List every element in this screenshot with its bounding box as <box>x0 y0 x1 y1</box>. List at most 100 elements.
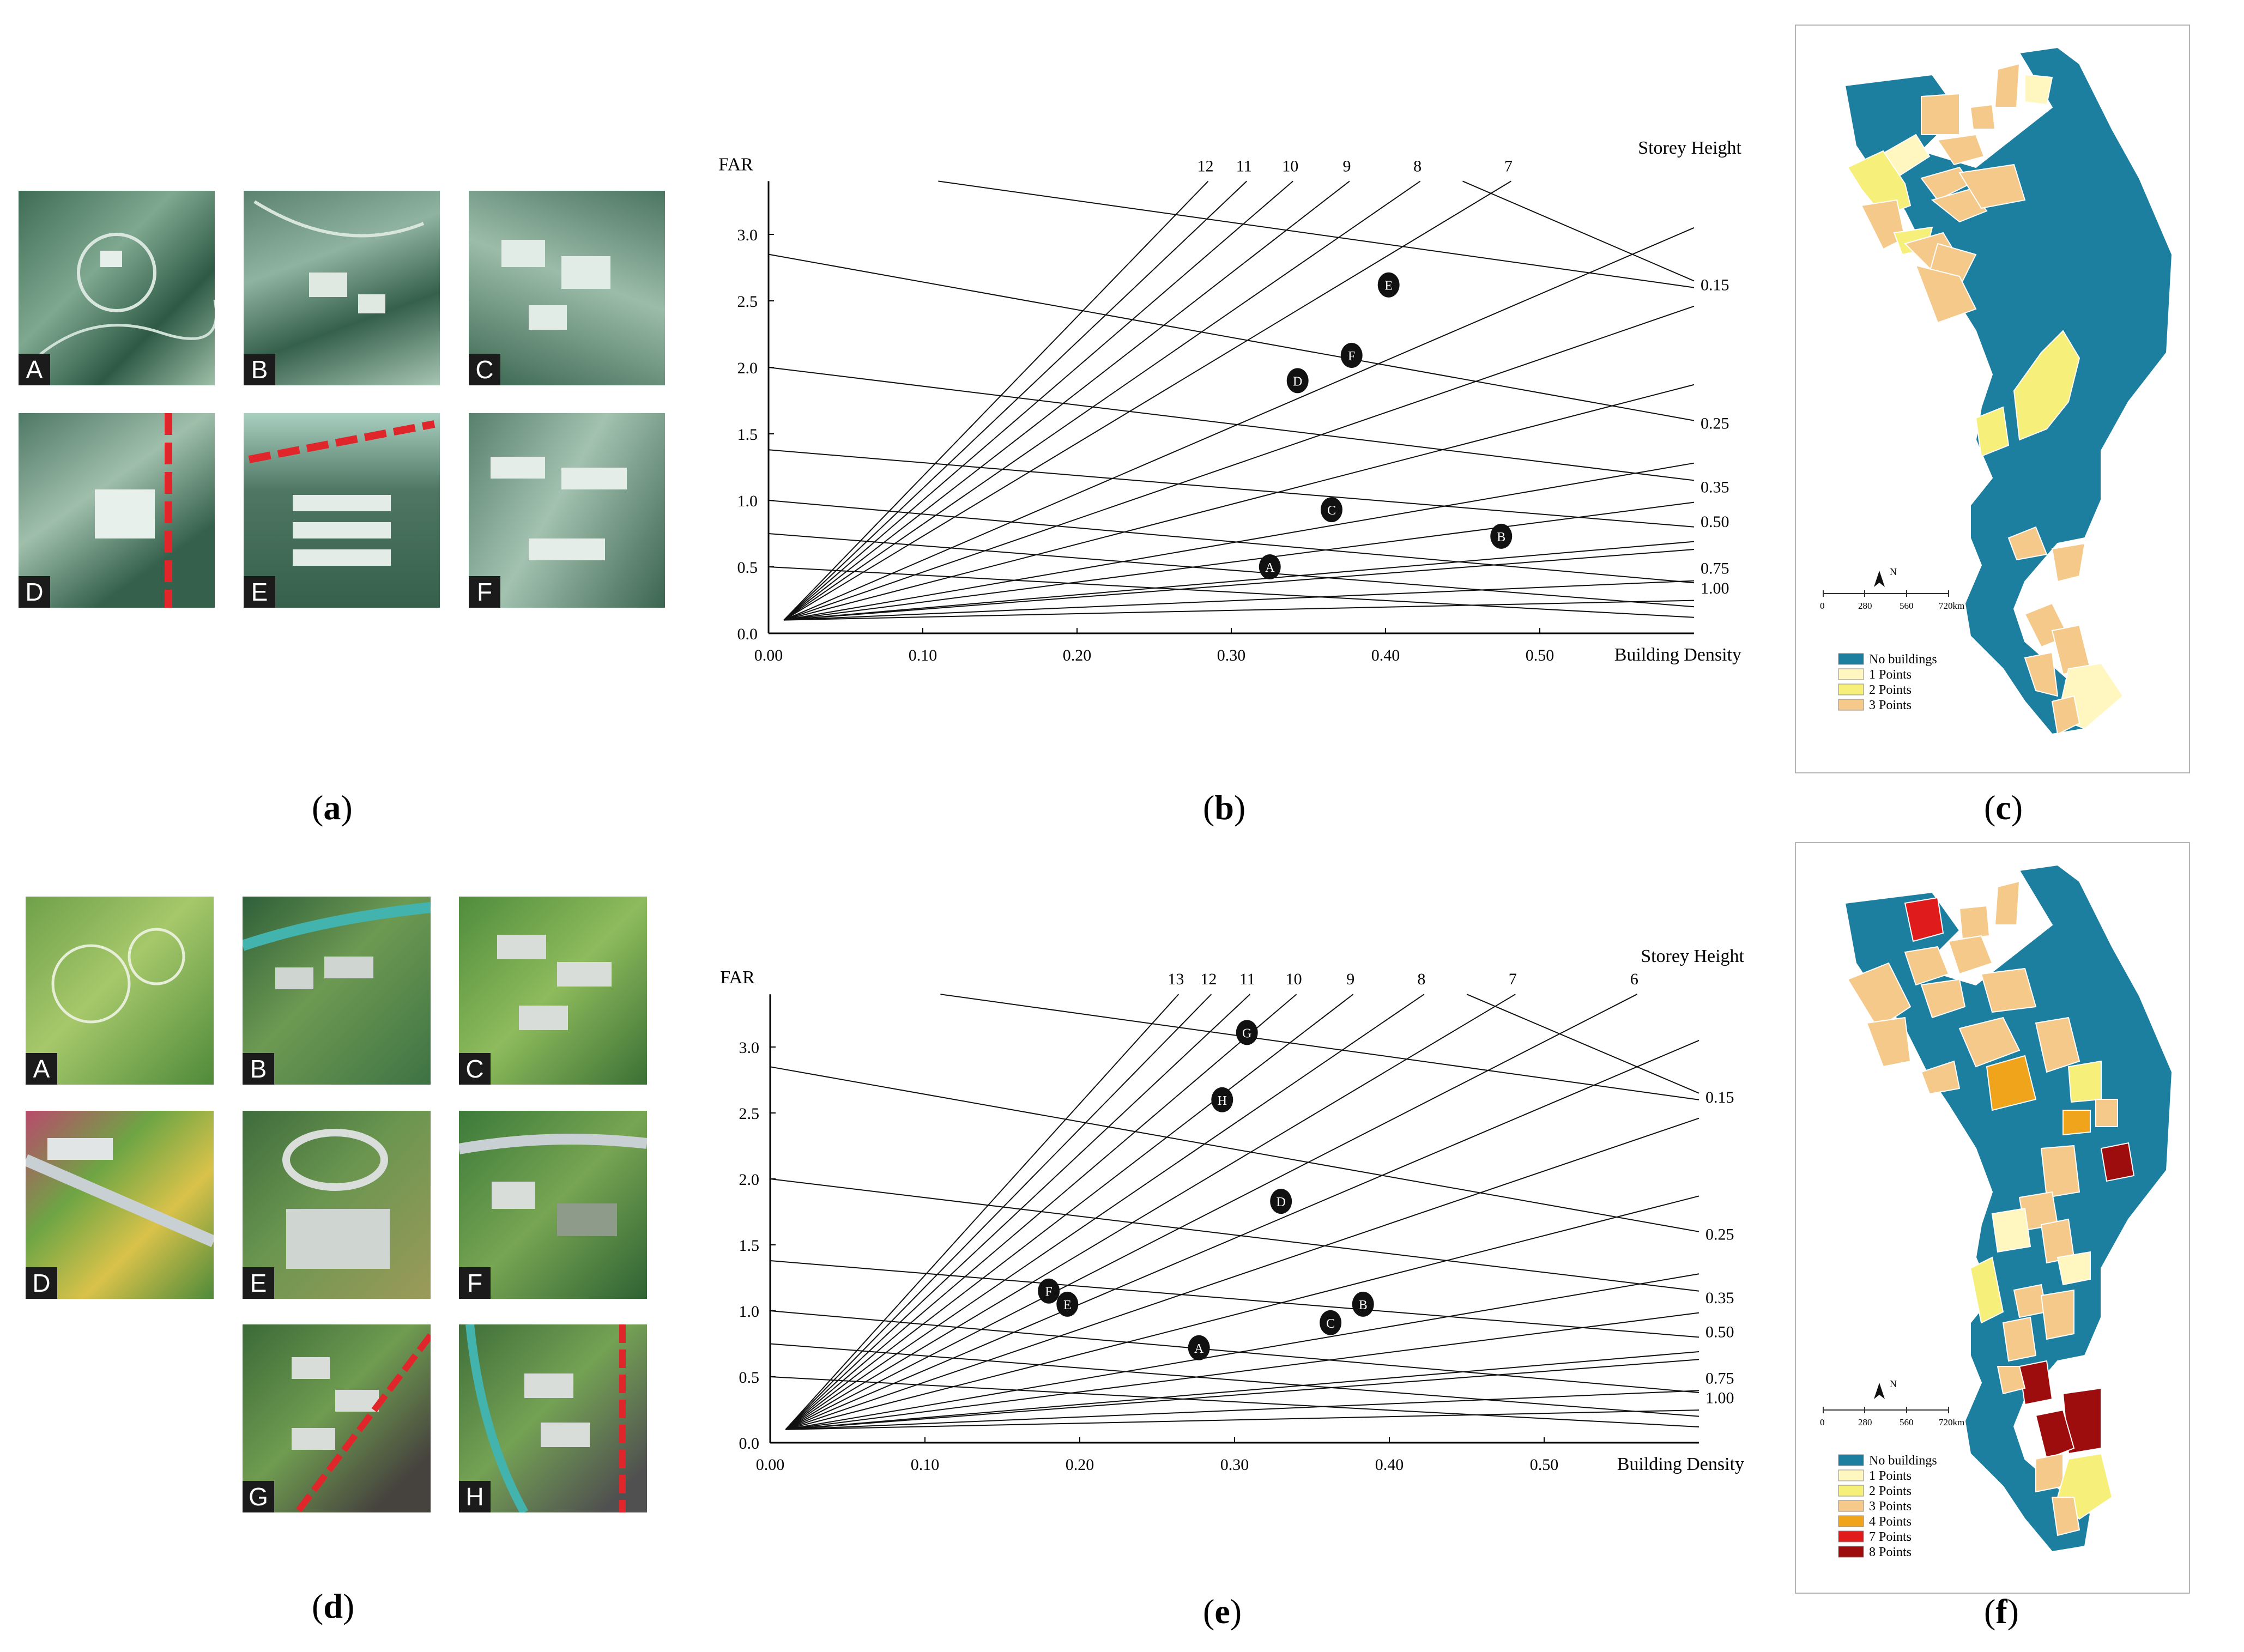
data-point-f: F <box>1038 1278 1060 1304</box>
map-parcel <box>2035 1453 2064 1493</box>
render-texture <box>292 1333 431 1512</box>
data-point-g: G <box>1236 1020 1258 1045</box>
scale-tick: 280 <box>1858 601 1872 611</box>
map-parcel <box>2051 542 2086 583</box>
point-marker <box>1377 272 1400 298</box>
open-space-ratio-label: 0.15 <box>1701 276 1729 294</box>
legend-label: 4 Points <box>1869 1515 1912 1529</box>
aerial-thumb-b: B <box>244 191 440 385</box>
point-marker <box>1188 1335 1210 1360</box>
render-texture <box>26 1138 214 1248</box>
map-parcel <box>1904 897 1944 942</box>
legend-label: 1 Points <box>1869 1469 1912 1483</box>
storey-height-line <box>783 180 1247 621</box>
legend-item: 4 Points <box>1838 1515 1912 1529</box>
panel-caption-a: (a) <box>312 788 353 827</box>
legend-item: 1 Points <box>1838 1469 1912 1483</box>
storey-height-line <box>783 180 1209 621</box>
point-marker <box>1211 1087 1233 1112</box>
aerial-texture <box>39 233 215 355</box>
map-parcel <box>2051 695 2080 735</box>
render-texture <box>465 1324 626 1512</box>
legend-swatch <box>1838 1546 1864 1558</box>
open-space-ratio-line <box>770 1178 1699 1292</box>
thumb-label: E <box>243 1267 274 1299</box>
point-marker <box>1320 497 1342 523</box>
storey-height-line <box>785 994 1637 1430</box>
open-space-ratio-line <box>768 566 1695 618</box>
legend-item: 8 Points <box>1838 1545 1912 1559</box>
data-point-c: C <box>1320 497 1342 523</box>
x-tick-label: 0.50 <box>1530 1456 1559 1474</box>
storey-height-label: 11 <box>1236 157 1252 175</box>
map-c-frame: N 0 280 560 720km No buildings 1 Points 2 … <box>1795 25 2190 773</box>
aerial-texture <box>248 420 436 566</box>
map-parcel <box>2040 1145 2080 1199</box>
open-space-ratio-line <box>770 1066 1699 1232</box>
map-parcel <box>1980 967 2037 1013</box>
data-point-c: C <box>1320 1310 1342 1335</box>
map-parcel <box>1920 978 1966 1019</box>
point-marker <box>1236 1020 1258 1045</box>
legend-label: 7 Points <box>1869 1530 1912 1544</box>
open-space-ratio-label: 0.50 <box>1701 513 1729 531</box>
map-parcel <box>2007 526 2048 561</box>
point-label: A <box>1194 1342 1204 1356</box>
render-thumb-d: D <box>26 1111 214 1299</box>
thumb-label: H <box>459 1481 491 1512</box>
aerial-thumb-c: C <box>469 191 665 385</box>
data-point-b: B <box>1490 523 1513 549</box>
legend-swatch <box>1838 683 1864 695</box>
map-parcel <box>1921 93 1960 135</box>
x-tick-label: 0.50 <box>1526 646 1555 664</box>
y-tick-label: 0.5 <box>737 559 758 577</box>
x-tick-label: 0.00 <box>754 646 783 664</box>
point-marker <box>1340 343 1363 368</box>
thumb-label: C <box>459 1053 491 1085</box>
map-parcel <box>1847 962 1912 1030</box>
storey-height-label: 13 <box>1168 970 1184 988</box>
map-parcel <box>2067 1060 2102 1103</box>
render-thumb-h: H <box>459 1324 647 1512</box>
map-parcel <box>2057 1251 2091 1286</box>
map-parcel <box>2035 1016 2080 1073</box>
map-parcel <box>2062 1110 2091 1136</box>
y-tick-label: 1.0 <box>739 1303 760 1321</box>
point-marker <box>1352 1291 1374 1317</box>
legend-swatch <box>1838 1485 1864 1497</box>
point-label: A <box>1265 561 1275 575</box>
chart-b: 0.0 0.5 1.0 1.5 2.0 2.5 3.0 0.00 0.10 0.20 0.30 0.4… <box>718 138 1741 665</box>
panel-d: A B C D E <box>0 818 681 1652</box>
north-arrow: N <box>1874 1378 1897 1399</box>
point-marker <box>1270 1189 1292 1214</box>
open-space-ratio-line <box>1462 180 1695 282</box>
storey-height-line <box>784 580 1695 621</box>
map-parcel <box>1991 1207 2031 1253</box>
storey-height-line <box>785 1409 1699 1430</box>
scale-tick: 560 <box>1900 1417 1914 1427</box>
render-thumb-f: F <box>459 1111 647 1299</box>
scale-bar: 0 280 560 720km <box>1820 1407 1964 1427</box>
legend-swatch <box>1838 653 1864 665</box>
open-space-ratio-line <box>768 253 1695 421</box>
open-space-ratio-line <box>770 1376 1699 1427</box>
y-tick-label: 0.5 <box>739 1369 760 1387</box>
storey-height-line <box>785 1039 1699 1430</box>
legend-label: No buildings <box>1869 1454 1937 1468</box>
point-label: B <box>1497 530 1505 544</box>
open-space-ratio-label: 0.35 <box>1701 479 1729 497</box>
north-arrow: N <box>1874 566 1897 587</box>
point-marker <box>1286 368 1309 394</box>
open-space-ratio-label: 0.75 <box>1701 559 1729 577</box>
storey-height-line <box>785 994 1180 1430</box>
thumb-label: D <box>19 576 50 608</box>
storey-height-line <box>785 1312 1699 1430</box>
x-tick-label: 0.00 <box>756 1456 785 1474</box>
map-parcel <box>1975 406 2010 457</box>
storey-height-line <box>784 541 1695 621</box>
map-parcel <box>1937 134 1985 166</box>
map-parcel <box>1994 63 2021 108</box>
data-point-a: A <box>1259 554 1281 579</box>
map-parcel <box>2035 1409 2075 1460</box>
data-point-a: A <box>1188 1335 1210 1360</box>
